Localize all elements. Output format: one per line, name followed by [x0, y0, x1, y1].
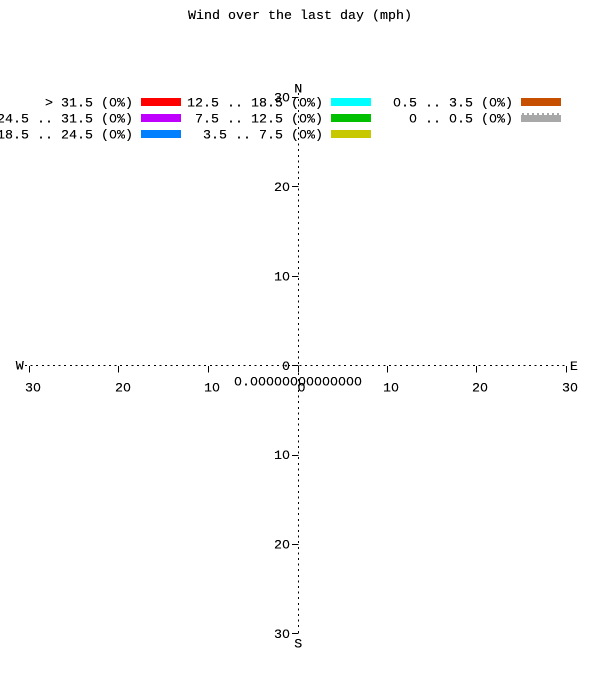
svg-text:20: 20 — [274, 539, 290, 554]
svg-text:S: S — [294, 637, 302, 652]
svg-text:30: 30 — [25, 382, 41, 397]
svg-text:18.5 .. 24.5 (0%): 18.5 .. 24.5 (0%) — [0, 129, 133, 144]
svg-text:30: 30 — [274, 92, 290, 107]
svg-text:3.5 .. 7.5 (0%): 3.5 .. 7.5 (0%) — [203, 129, 323, 144]
svg-text:20: 20 — [115, 382, 131, 397]
svg-text:Wind over the last day (mph): Wind over the last day (mph) — [188, 9, 412, 24]
svg-text:0: 0 — [282, 360, 290, 375]
svg-text:0 .. 0.5 (0%): 0 .. 0.5 (0%) — [409, 113, 513, 128]
svg-text:> 31.5 (0%): > 31.5 (0%) — [45, 97, 133, 112]
svg-text:20: 20 — [115, 382, 131, 397]
svg-text:10: 10 — [383, 382, 399, 397]
svg-text:N: N — [294, 83, 302, 98]
svg-text:E: E — [570, 360, 578, 375]
svg-text:24.5 .. 31.5 (0%): 24.5 .. 31.5 (0%) — [0, 113, 133, 128]
svg-text:10: 10 — [274, 449, 290, 464]
svg-text:0.5 .. 3.5 (0%): 0.5 .. 3.5 (0%) — [393, 97, 513, 112]
svg-text:12.5 .. 18.5 (0%): 12.5 .. 18.5 (0%) — [187, 97, 323, 112]
svg-text:18.5 .. 24.5 (0%): 18.5 .. 24.5 (0%) — [0, 129, 133, 144]
svg-text:0.5 .. 3.5 (0%): 0.5 .. 3.5 (0%) — [393, 97, 513, 112]
svg-text:> 31.5 (0%): > 31.5 (0%) — [45, 97, 133, 112]
svg-text:30: 30 — [562, 382, 578, 397]
svg-text:0.00000000000000: 0.00000000000000 — [234, 375, 362, 390]
svg-text:12.5 .. 18.5 (0%): 12.5 .. 18.5 (0%) — [187, 97, 323, 112]
svg-text:10: 10 — [274, 449, 290, 464]
svg-text:0.00000000000000: 0.00000000000000 — [234, 375, 362, 390]
svg-text:10: 10 — [204, 382, 220, 397]
svg-text:30: 30 — [25, 382, 41, 397]
svg-text:0: 0 — [282, 360, 290, 375]
svg-text:10: 10 — [383, 382, 399, 397]
svg-text:10: 10 — [274, 271, 290, 286]
svg-text:10: 10 — [274, 271, 290, 286]
svg-text:7.5 .. 12.5 (0%): 7.5 .. 12.5 (0%) — [195, 113, 323, 128]
svg-text:30: 30 — [274, 628, 290, 643]
svg-text:0 .. 0.5 (0%): 0 .. 0.5 (0%) — [409, 113, 513, 128]
svg-text:E: E — [570, 360, 578, 375]
svg-text:N: N — [294, 83, 302, 98]
svg-text:30: 30 — [274, 628, 290, 643]
svg-text:S: S — [294, 637, 302, 652]
svg-text:10: 10 — [204, 382, 220, 397]
svg-text:Wind over the last day (mph): Wind over the last day (mph) — [188, 9, 412, 24]
svg-text:7.5 .. 12.5 (0%): 7.5 .. 12.5 (0%) — [195, 113, 323, 128]
svg-text:30: 30 — [562, 382, 578, 397]
svg-text:3.5 .. 7.5 (0%): 3.5 .. 7.5 (0%) — [203, 129, 323, 144]
svg-text:20: 20 — [472, 382, 488, 397]
svg-text:20: 20 — [274, 181, 290, 196]
svg-text:24.5 .. 31.5 (0%): 24.5 .. 31.5 (0%) — [0, 113, 133, 128]
svg-text:20: 20 — [472, 382, 488, 397]
svg-text:W: W — [16, 359, 24, 374]
svg-text:30: 30 — [274, 92, 290, 107]
svg-text:20: 20 — [274, 181, 290, 196]
svg-text:20: 20 — [274, 539, 290, 554]
svg-text:W: W — [16, 359, 24, 374]
